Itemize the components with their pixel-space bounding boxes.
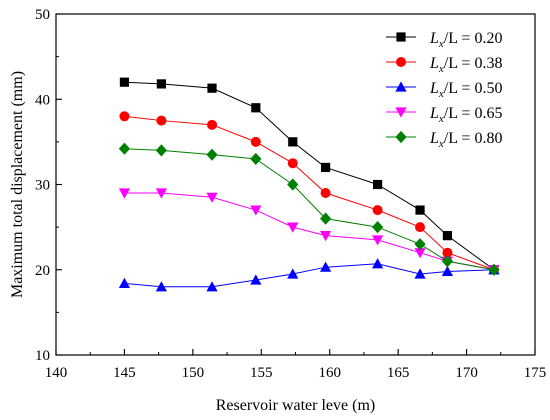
data-point [206, 281, 218, 292]
plot-frame [55, 13, 536, 356]
data-point [415, 205, 425, 215]
legend-marker [395, 81, 407, 92]
legend-label: Lx/L = 0.50 [429, 80, 502, 100]
data-point [206, 148, 218, 161]
legend-item: Lx/L = 0.38 [386, 55, 502, 75]
x-tick-label: 155 [250, 365, 273, 381]
y-tick-label: 30 [35, 178, 50, 194]
data-point [372, 235, 384, 246]
series-line [124, 115, 495, 271]
legend-item: Lx/L = 0.65 [386, 105, 502, 125]
data-point [441, 255, 454, 268]
data-point [207, 83, 217, 93]
legend-item: Lx/L = 0.20 [386, 30, 502, 50]
data-point [250, 274, 262, 285]
y-axis-label: Maximum total displacement (mm) [9, 71, 26, 298]
x-tick-label: 165 [387, 365, 410, 381]
legend-item: Lx/L = 0.80 [386, 130, 502, 150]
data-point [488, 263, 500, 276]
series-3 [118, 258, 500, 292]
series-line [124, 192, 495, 271]
data-point [156, 79, 166, 89]
x-tick-label: 170 [455, 365, 478, 381]
y-tick-label: 40 [35, 92, 50, 108]
data-point [155, 281, 167, 292]
x-tick-label: 145 [113, 365, 136, 381]
series-group [118, 77, 500, 292]
data-point [156, 115, 167, 126]
y-tick-label: 50 [35, 7, 50, 23]
x-axis-label: Reservoir water leve (m) [216, 397, 375, 414]
data-point [414, 238, 426, 251]
data-point [442, 247, 453, 258]
data-point [415, 222, 426, 233]
data-point [414, 248, 426, 259]
data-point [250, 205, 262, 216]
legend-marker [396, 57, 406, 67]
data-point [206, 192, 218, 203]
series-1 [119, 77, 499, 275]
data-point [321, 162, 331, 173]
x-tick-label: 160 [318, 365, 341, 381]
legend-marker [396, 32, 406, 42]
data-point [441, 265, 454, 277]
data-point [372, 221, 384, 234]
data-point [287, 268, 299, 279]
series-line [124, 263, 494, 288]
legend-marker [395, 107, 407, 118]
y-tick-label: 20 [35, 263, 50, 279]
legend-label: Lx/L = 0.20 [429, 30, 502, 50]
data-point [207, 119, 218, 130]
data-point [288, 137, 298, 147]
series-5 [118, 142, 500, 276]
series-2 [119, 111, 499, 275]
data-point [118, 188, 131, 199]
data-point [320, 231, 332, 242]
data-point [372, 258, 384, 269]
data-point [372, 205, 383, 216]
data-point [287, 222, 299, 233]
series-line [124, 148, 495, 271]
data-point [118, 277, 131, 288]
legend-label: Lx/L = 0.80 [429, 130, 502, 150]
legend-label: Lx/L = 0.65 [429, 105, 502, 125]
axis-ticks: 140 145 150 155 160 165 170 175 10 20 30 40 50 [35, 7, 546, 381]
x-tick-label: 150 [182, 365, 205, 381]
data-point [320, 261, 332, 272]
data-point [287, 158, 298, 169]
data-point [320, 212, 332, 225]
data-point [442, 231, 453, 241]
data-point [119, 77, 130, 87]
data-point [414, 268, 426, 279]
data-point [155, 188, 167, 199]
legend-marker [395, 130, 407, 144]
legend: Lx/L = 0.20 Lx/L = 0.38 Lx/L = 0.50 Lx/L = … [386, 30, 502, 150]
data-point [287, 178, 299, 191]
y-tick-label: 10 [35, 348, 50, 364]
data-point [155, 144, 167, 157]
data-point [251, 103, 261, 113]
data-point [320, 188, 331, 199]
x-tick-label: 140 [45, 365, 68, 381]
x-tick-label: 175 [524, 365, 547, 381]
data-point [118, 142, 131, 155]
data-point [250, 136, 261, 147]
data-point [373, 179, 383, 190]
legend-item: Lx/L = 0.50 [386, 80, 502, 100]
data-point [250, 152, 262, 166]
legend-label: Lx/L = 0.38 [429, 55, 502, 75]
data-point [119, 111, 130, 122]
series-line [124, 81, 495, 271]
